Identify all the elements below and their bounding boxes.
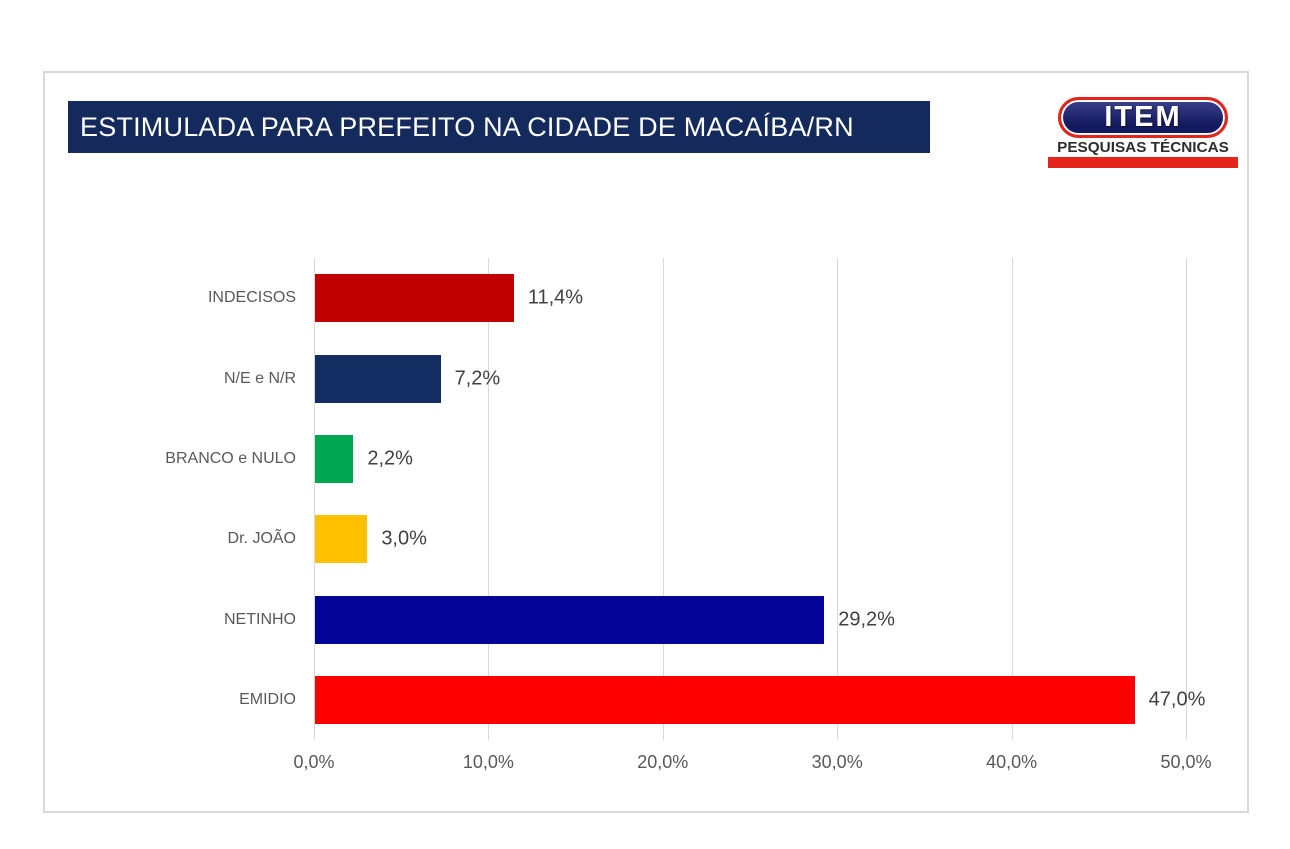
- bar-category-label: Dr. JOÃO: [227, 530, 296, 548]
- bar-value-label: 2,2%: [367, 447, 413, 470]
- x-axis-tick-label: 20,0%: [637, 752, 689, 772]
- x-axis-tick-label: 40,0%: [986, 752, 1038, 772]
- bar-indecisos: [315, 274, 514, 323]
- chart-title: ESTIMULADA PARA PREFEITO NA CIDADE DE MA…: [80, 111, 854, 142]
- bar-dr-jo-o: [315, 515, 368, 564]
- x-axis-tick-label: 50,0%: [1160, 752, 1212, 772]
- bar-branco-e-nulo: [315, 434, 354, 483]
- gridline: [314, 258, 315, 740]
- bar-emidio: [315, 675, 1135, 724]
- bar-category-label: INDECISOS: [207, 289, 296, 307]
- item-logo-underline-bar: [1048, 157, 1238, 168]
- item-logo-wordmark: ITEM: [1104, 101, 1182, 133]
- x-axis-tick-label: 10,0%: [462, 752, 514, 772]
- item-logo-pill: ITEM: [1058, 97, 1228, 138]
- bar-value-label: 3,0%: [381, 527, 427, 550]
- gridline: [837, 258, 839, 740]
- bar-category-label: N/E e N/R: [223, 369, 296, 387]
- x-axis-tick-label: 0,0%: [293, 752, 335, 772]
- chart-title-bar: ESTIMULADA PARA PREFEITO NA CIDADE DE MA…: [68, 101, 930, 153]
- bar-category-label: NETINHO: [224, 610, 296, 628]
- bar-value-label: 29,2%: [838, 608, 895, 630]
- chart-panel: ESTIMULADA PARA PREFEITO NA CIDADE DE MA…: [43, 71, 1249, 813]
- gridline: [1011, 258, 1013, 740]
- item-logo: ITEM PESQUISAS TÉCNICAS: [1048, 95, 1240, 173]
- bar-value-label: 11,4%: [527, 286, 584, 309]
- bar-value-label: 7,2%: [454, 367, 501, 389]
- bar-category-label: EMIDIO: [239, 690, 296, 708]
- bar-netinho: [315, 595, 825, 644]
- bar-n-e-e-n-r: [315, 354, 441, 403]
- plot-area: 0,0% 10,0% 20,0% 30,0% 40,0% 50,0% INDECISOS 11…: [165, 258, 1212, 772]
- gridline: [662, 258, 664, 740]
- gridline: [1186, 258, 1187, 740]
- gridline: [488, 258, 490, 740]
- bar-value-label: 47,0%: [1148, 688, 1206, 711]
- x-axis-tick-label: 30,0%: [811, 752, 863, 772]
- item-logo-subtitle: PESQUISAS TÉCNICAS: [1057, 139, 1229, 156]
- bar-category-label: BRANCO e NULO: [165, 449, 296, 467]
